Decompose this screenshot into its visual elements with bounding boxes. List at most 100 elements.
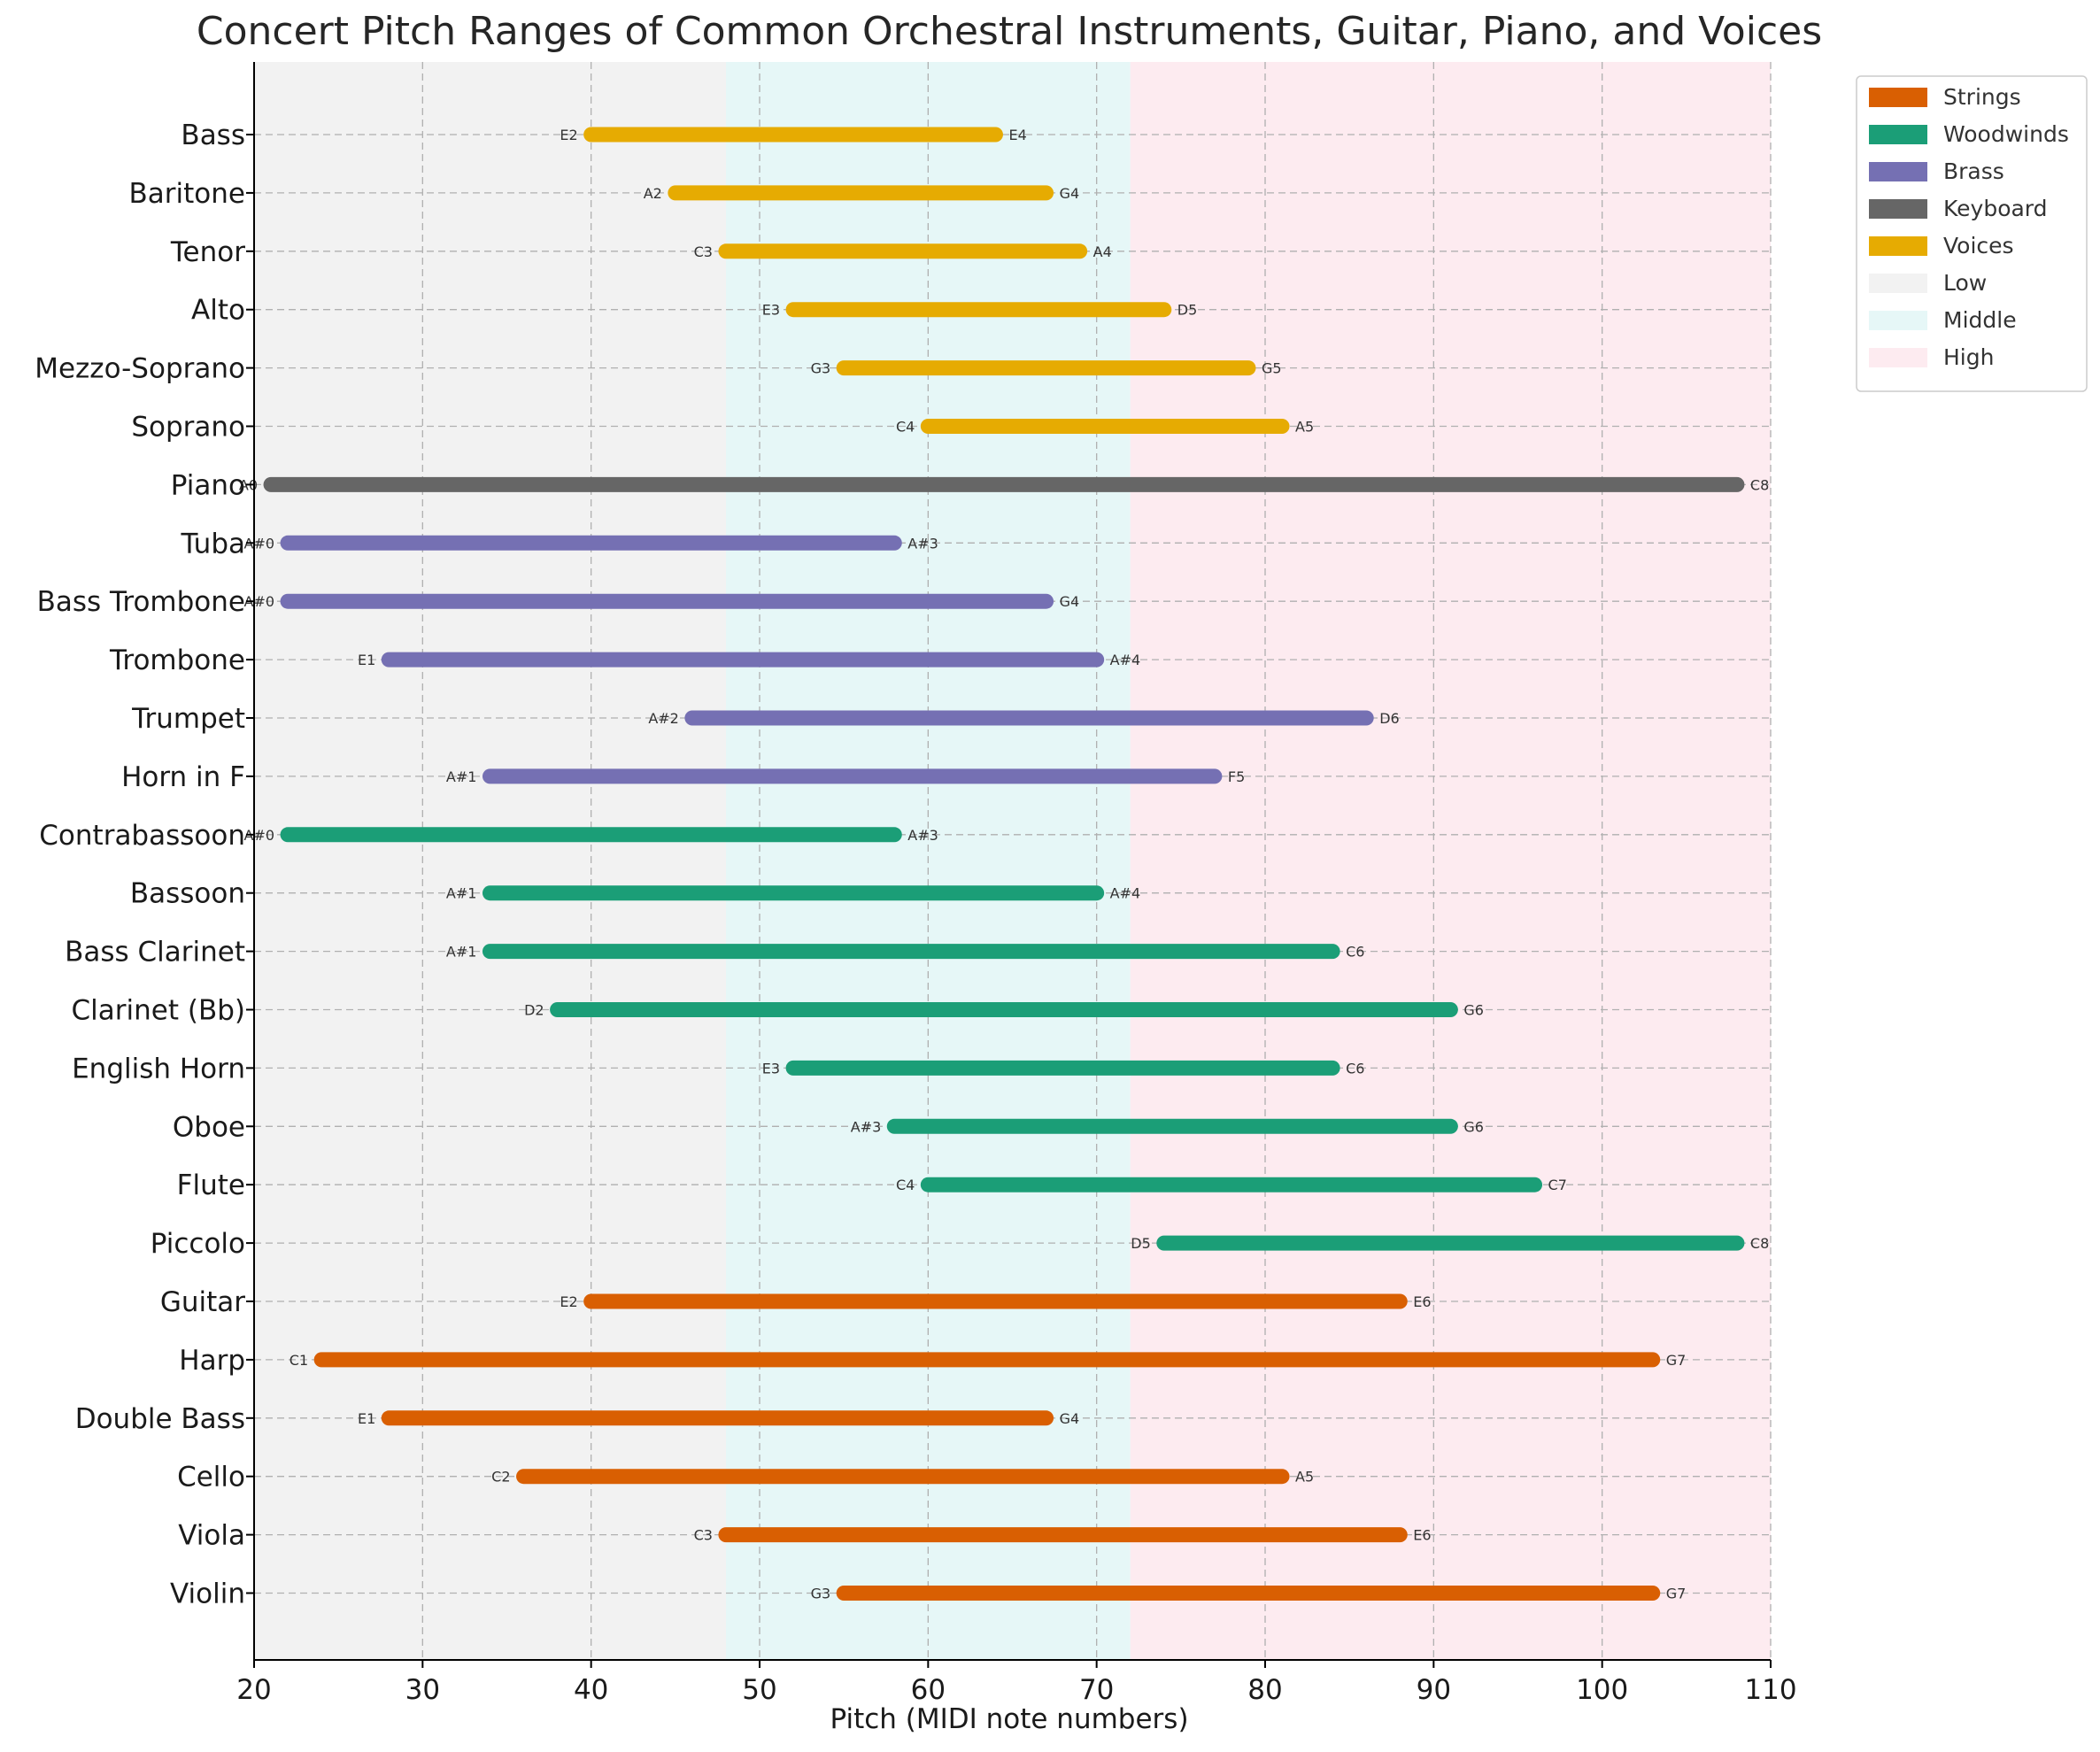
x-tick-label: 50	[742, 1674, 776, 1706]
legend-swatch	[1869, 311, 1927, 330]
high-note-label: G5	[1262, 360, 1282, 377]
high-note-label: G7	[1666, 1352, 1687, 1369]
legend-label: Voices	[1943, 233, 2014, 259]
low-note-label: A2	[644, 185, 662, 202]
legend-label: Woodwinds	[1943, 121, 2069, 147]
low-note-label: C4	[896, 419, 915, 436]
high-note-label: D6	[1379, 710, 1400, 727]
y-tick-label: English Horn	[72, 1053, 245, 1084]
high-note-label: C8	[1750, 476, 1769, 493]
y-tick-label: Harp	[179, 1345, 245, 1377]
high-note-label: A#4	[1110, 652, 1141, 668]
y-tick-label: Contrabassoon	[39, 820, 245, 852]
low-note-label: A#1	[446, 885, 477, 902]
high-note-label: A#3	[907, 827, 938, 844]
low-note-label: G3	[811, 1586, 831, 1602]
low-note-label: E2	[560, 127, 577, 143]
y-tick-label: Oboe	[173, 1111, 245, 1143]
x-axis-title: Pitch (MIDI note numbers)	[830, 1703, 1188, 1735]
chart-title: Concert Pitch Ranges of Common Orchestra…	[197, 9, 1822, 54]
high-note-label: G4	[1060, 593, 1080, 610]
low-note-label: C4	[896, 1177, 915, 1193]
x-tick-label: 30	[405, 1674, 440, 1706]
low-note-label: A#0	[244, 535, 275, 552]
y-tick-label: Tuba	[180, 528, 245, 560]
x-tick-label: 80	[1247, 1674, 1282, 1706]
x-tick-label: 100	[1576, 1674, 1628, 1706]
low-note-label: C2	[491, 1469, 510, 1486]
high-note-label: C7	[1548, 1177, 1567, 1193]
legend-swatch	[1869, 236, 1927, 256]
high-note-label: C6	[1346, 1060, 1364, 1077]
y-tick-label: Piano	[171, 469, 245, 501]
x-tick-label: 40	[574, 1674, 608, 1706]
high-note-label: G4	[1060, 185, 1080, 202]
x-tick-label: 60	[911, 1674, 946, 1706]
x-tick-label: 110	[1744, 1674, 1796, 1706]
y-tick-label: Double Bass	[75, 1403, 245, 1435]
y-tick-label: Cello	[177, 1462, 245, 1493]
y-tick-label: Bass Clarinet	[65, 937, 245, 969]
legend-swatch	[1869, 88, 1927, 107]
legend-label: Strings	[1943, 84, 2021, 110]
range-bars: G3 G7 C3 E6 C2 A5 E1 G4 C1 G7 E2 E6 D5 C8 C4 C7 A#3 G6 E3 C…	[239, 127, 1769, 1602]
low-note-label: E1	[358, 652, 375, 668]
y-tick-label: Bass Trombone	[37, 586, 245, 618]
low-note-label: D5	[1131, 1235, 1151, 1252]
legend-label: Brass	[1943, 158, 2004, 184]
y-tick-label: Clarinet (Bb)	[72, 995, 245, 1027]
legend-swatch	[1869, 125, 1927, 144]
y-tick-label: Trombone	[109, 644, 245, 676]
high-note-label: E4	[1008, 127, 1026, 143]
y-tick-label: Soprano	[131, 412, 245, 444]
legend-label: Low	[1943, 270, 1987, 296]
legend-swatch	[1869, 199, 1927, 219]
low-note-label: E1	[358, 1410, 375, 1427]
low-note-label: C3	[694, 1527, 713, 1544]
low-note-label: E3	[762, 1060, 780, 1077]
legend-label: High	[1943, 344, 1994, 370]
high-note-label: A5	[1295, 419, 1314, 436]
region-low	[254, 62, 726, 1660]
low-note-label: A#1	[446, 944, 477, 961]
low-note-label: A#2	[648, 710, 679, 727]
y-tick-label: Violin	[170, 1578, 245, 1610]
y-tick-label: Flute	[177, 1169, 245, 1201]
high-note-label: A#3	[907, 535, 938, 552]
high-note-label: G6	[1463, 1002, 1484, 1019]
high-note-label: C8	[1750, 1235, 1769, 1252]
high-note-label: F5	[1228, 768, 1245, 785]
y-tick-label: Bassoon	[130, 878, 245, 910]
y-tick-label: Bass	[181, 120, 245, 151]
low-note-label: A#0	[244, 827, 275, 844]
high-note-label: A4	[1093, 243, 1112, 260]
high-note-label: C6	[1346, 944, 1364, 961]
y-tick-label: Tenor	[170, 236, 245, 268]
y-tick-label: Piccolo	[151, 1228, 245, 1260]
region-high	[1130, 62, 1771, 1660]
x-tick-label: 70	[1079, 1674, 1114, 1706]
x-tick-label: 20	[236, 1674, 271, 1706]
legend-swatch	[1869, 162, 1927, 181]
low-note-label: E2	[560, 1293, 577, 1310]
y-tick-label: Guitar	[160, 1286, 245, 1318]
high-note-label: A5	[1295, 1469, 1314, 1486]
legend-swatch	[1869, 274, 1927, 293]
legend: Strings Woodwinds Brass Keyboard Voices Low Mi…	[1856, 75, 2088, 392]
y-tick-label: Horn in F	[121, 761, 245, 793]
low-note-label: A#3	[851, 1118, 882, 1135]
y-tick-label: Viola	[178, 1520, 245, 1552]
high-note-label: D5	[1177, 302, 1198, 319]
low-note-label: D2	[524, 1002, 544, 1019]
grid-lines	[253, 62, 1772, 1660]
legend-label: Keyboard	[1943, 196, 2048, 221]
high-note-label: E6	[1413, 1527, 1431, 1544]
low-note-label: A#1	[446, 768, 477, 785]
high-note-label: G4	[1060, 1410, 1080, 1427]
legend-label: Middle	[1943, 307, 2017, 333]
high-note-label: G7	[1666, 1586, 1687, 1602]
low-note-label: G3	[811, 360, 831, 377]
y-tick-label: Baritone	[129, 178, 245, 210]
y-tick-label: Alto	[191, 295, 245, 327]
